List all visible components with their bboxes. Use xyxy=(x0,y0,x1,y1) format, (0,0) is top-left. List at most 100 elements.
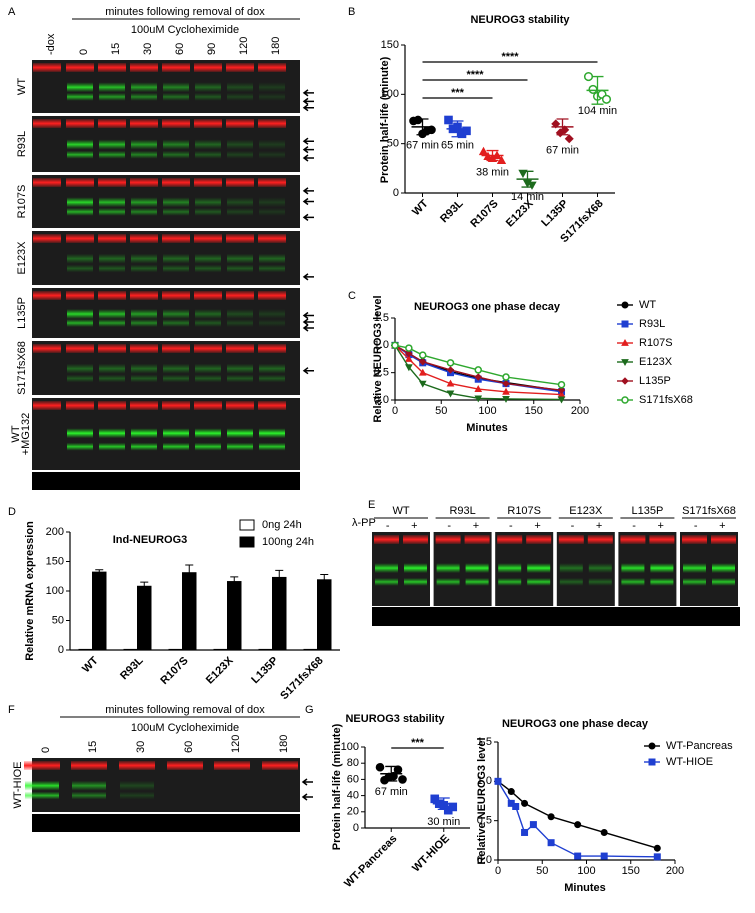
marker xyxy=(375,762,385,772)
blot-lane-green xyxy=(131,264,157,273)
marker xyxy=(502,379,510,388)
error-bar xyxy=(275,569,284,578)
blot-lane-green xyxy=(131,139,157,150)
marker xyxy=(507,788,515,796)
blot-lane-green xyxy=(259,82,285,93)
blot-lane-red xyxy=(98,178,126,187)
x-tick-label: R93L xyxy=(438,197,466,225)
blot-lane-red xyxy=(66,234,94,243)
blot-lane-green xyxy=(131,428,157,439)
blot-lane-green xyxy=(131,207,157,216)
marker xyxy=(446,390,455,398)
lane-label: 30 xyxy=(135,741,147,753)
x-tick-label: 50 xyxy=(435,405,447,417)
marker xyxy=(405,364,413,372)
blot-lane-red xyxy=(33,63,61,72)
sublane-label: + xyxy=(719,520,725,532)
row-label: WT xyxy=(10,425,22,442)
blot-lane-red xyxy=(98,344,126,353)
marker xyxy=(600,828,608,836)
bar xyxy=(92,571,107,651)
blot-lane-green xyxy=(259,442,285,451)
x-tick-label: S171fsX68 xyxy=(278,655,325,702)
blot-lane-red xyxy=(194,178,222,187)
blot-lane-green xyxy=(99,139,125,150)
marker xyxy=(494,777,502,785)
arrow xyxy=(302,187,314,195)
blot-lane-green xyxy=(25,791,59,800)
blot-treatment: 100uM Cycloheximide xyxy=(131,722,239,734)
blot-lane-red xyxy=(587,535,613,544)
marker xyxy=(405,344,413,352)
x-tick-label: 150 xyxy=(525,405,543,417)
blot-lane-green xyxy=(621,563,645,574)
blot-lane-green xyxy=(67,82,93,93)
legend-swatch xyxy=(239,536,255,548)
blot-lane-green xyxy=(227,150,253,159)
blot-lane-green xyxy=(227,264,253,273)
blot-lane-green xyxy=(67,92,93,101)
value-label: 65 min xyxy=(441,140,474,152)
stain-label: Pan-Actin xyxy=(553,611,601,623)
error-bar xyxy=(437,797,450,811)
blot-lane-green xyxy=(498,563,522,574)
row-label: L135P xyxy=(16,297,28,329)
stain-label: NEUROG3 xyxy=(88,476,142,488)
blot-lane-green xyxy=(259,309,285,319)
marker xyxy=(601,94,612,104)
lane-label: 60 xyxy=(174,43,186,55)
marker xyxy=(521,799,529,807)
marker xyxy=(444,115,453,125)
error-bar xyxy=(320,573,329,580)
marker xyxy=(419,351,427,359)
blot-lane-green xyxy=(99,319,125,327)
y-tick-label: 0.0 xyxy=(374,394,389,406)
blot-lane-red xyxy=(194,291,222,300)
marker xyxy=(419,358,427,366)
blot-lane-green xyxy=(67,428,93,439)
blot-lane-green xyxy=(163,82,189,93)
marker xyxy=(648,742,656,750)
blot-lane-green xyxy=(650,563,674,574)
blot-lane-green xyxy=(131,363,157,374)
blot-lane-green xyxy=(712,563,735,574)
blot-lane-red xyxy=(682,535,707,544)
marker xyxy=(564,134,574,144)
y-tick-label: 0.5 xyxy=(374,367,389,379)
blot-lane-green xyxy=(131,442,157,451)
sublane-label: + xyxy=(534,520,540,532)
blot-lane-red xyxy=(526,535,552,544)
blot-lane-red xyxy=(98,63,126,72)
y-tick-label: 100 xyxy=(381,88,399,100)
blot-lane-green xyxy=(163,319,189,327)
y-tick-label: 0.5 xyxy=(477,815,492,827)
y-tick-label: 0 xyxy=(58,644,64,656)
blot-lane-green xyxy=(259,374,285,383)
row-label: WT-HIOE xyxy=(12,761,24,808)
error-bar xyxy=(385,765,398,782)
blot-lane-green xyxy=(227,253,253,264)
x-tick-label: R107S xyxy=(468,198,500,230)
arrow xyxy=(302,197,314,206)
marker xyxy=(398,775,407,784)
y-axis-label: Relative NEUROG3 level xyxy=(372,295,384,422)
marker xyxy=(551,119,561,129)
marker xyxy=(653,853,661,861)
marker xyxy=(557,396,566,404)
blot-lane-red xyxy=(66,119,94,128)
blot-lane-green xyxy=(72,791,106,800)
treatment-label: λ-PP xyxy=(352,517,376,529)
marker xyxy=(621,320,629,328)
blot-lane-red xyxy=(258,63,286,72)
blot-lane-green xyxy=(375,563,398,574)
blot-lane-red xyxy=(66,178,94,187)
stain-legend-bar xyxy=(32,472,300,490)
series-line xyxy=(497,780,658,849)
blot-lane-red xyxy=(162,63,190,72)
blot-lane-green xyxy=(195,253,221,264)
x-tick-label: E123X xyxy=(204,654,236,686)
x-tick-label: 0 xyxy=(495,865,501,877)
blot-lane-red xyxy=(258,234,286,243)
lane-label: 15 xyxy=(87,741,99,753)
marker xyxy=(653,844,661,852)
